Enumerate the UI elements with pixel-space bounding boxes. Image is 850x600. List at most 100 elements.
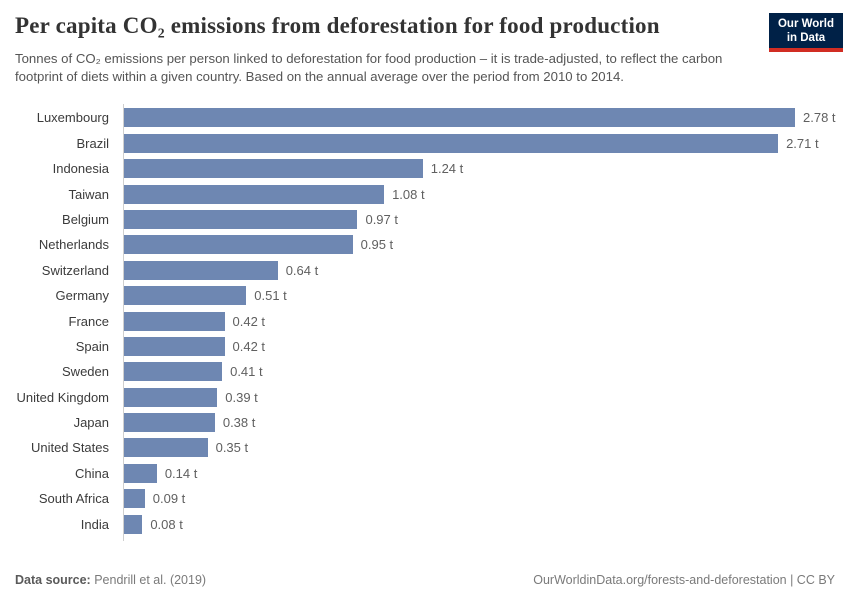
chart-row: Japan 0.38 t — [8, 410, 842, 435]
value-label: 0.14 t — [164, 465, 198, 481]
value-label: 0.42 t — [232, 338, 266, 354]
bar — [123, 362, 223, 382]
country-label: Netherlands — [38, 237, 109, 253]
bar — [123, 209, 358, 229]
bar-track: 2.78 t — [115, 105, 842, 130]
owid-url-link[interactable]: OurWorldinData.org/forests-and-deforesta… — [533, 573, 835, 587]
chart-row: Taiwan 1.08 t — [8, 181, 842, 206]
value-label: 1.24 t — [430, 161, 464, 177]
chart-row: Belgium 0.97 t — [8, 207, 842, 232]
chart-row: France 0.42 t — [8, 308, 842, 333]
bar — [123, 489, 145, 509]
country-label: China — [75, 465, 109, 481]
country-label: South Africa — [38, 491, 109, 507]
bar — [123, 413, 215, 433]
chart-row: Netherlands 0.95 t — [8, 232, 842, 257]
bar — [123, 311, 225, 331]
data-source: Data source: Pendrill et al. (2019) — [15, 573, 206, 587]
bar-track: 0.42 t — [115, 308, 842, 333]
owid-logo: Our World in Data — [769, 13, 843, 52]
bar — [123, 336, 225, 356]
country-label: France — [68, 313, 109, 329]
bar-track: 0.97 t — [115, 207, 842, 232]
chart-row: China 0.14 t — [8, 461, 842, 486]
bar — [123, 387, 218, 407]
chart-rows: Luxembourg 2.78 t Brazil 2.71 t Indonesia 1.2… — [8, 105, 842, 537]
value-label: 0.95 t — [360, 237, 394, 253]
bar — [123, 260, 278, 280]
bar — [123, 514, 143, 534]
bar-track: 0.39 t — [115, 384, 842, 409]
chart-row: United States 0.35 t — [8, 435, 842, 460]
bar-track: 0.64 t — [115, 258, 842, 283]
bar — [123, 133, 779, 153]
value-label: 2.71 t — [786, 135, 819, 151]
chart-row: Spain 0.42 t — [8, 334, 842, 359]
chart-row: Switzerland 0.64 t — [8, 258, 842, 283]
data-source-label: Data source: — [15, 573, 91, 587]
bar-track: 0.51 t — [115, 283, 842, 308]
bar-track: 2.71 t — [115, 131, 842, 156]
data-source-value: Pendrill et al. (2019) — [90, 573, 207, 587]
chart-row: Luxembourg 2.78 t — [8, 105, 842, 130]
chart-row: Sweden 0.41 t — [8, 359, 842, 384]
country-label: Taiwan — [68, 186, 109, 202]
bar — [123, 108, 795, 128]
owid-logo-line2: in Data — [786, 32, 826, 44]
value-label: 0.39 t — [225, 389, 258, 405]
country-label: United Kingdom — [16, 389, 110, 405]
country-label: Japan — [73, 415, 109, 431]
country-label: Sweden — [62, 364, 109, 380]
bar — [123, 286, 247, 306]
owid-logo-line1: Our World — [777, 18, 834, 30]
value-label: 0.08 t — [150, 516, 183, 532]
chart-row: Indonesia 1.24 t — [8, 156, 842, 181]
country-label: Germany — [55, 288, 109, 304]
y-axis-line — [123, 104, 124, 541]
bar-track: 1.24 t — [115, 156, 842, 181]
chart-row: Germany 0.51 t — [8, 283, 842, 308]
country-label: Belgium — [62, 211, 109, 227]
country-label: Spain — [75, 338, 109, 354]
bar-track: 0.95 t — [115, 232, 842, 257]
chart-row: Brazil 2.71 t — [8, 131, 842, 156]
value-label: 0.42 t — [232, 313, 266, 329]
bar-chart: Luxembourg 2.78 t Brazil 2.71 t Indonesia 1.2… — [8, 104, 842, 541]
value-label: 0.51 t — [254, 288, 287, 304]
value-label: 0.35 t — [215, 440, 249, 456]
country-label: Luxembourg — [36, 110, 109, 126]
bar-track: 0.42 t — [115, 334, 842, 359]
country-label: United States — [30, 440, 109, 456]
value-label: 0.09 t — [152, 491, 186, 507]
bar-track: 0.41 t — [115, 359, 842, 384]
bar-track: 0.38 t — [115, 410, 842, 435]
bar-track: 0.35 t — [115, 435, 842, 460]
value-label: 2.78 t — [803, 110, 836, 126]
value-label: 0.97 t — [365, 211, 398, 227]
chart-row: India 0.08 t — [8, 511, 842, 536]
chart-footer: Data source: Pendrill et al. (2019) OurW… — [8, 573, 842, 587]
chart-row: South Africa 0.09 t — [8, 486, 842, 511]
bar — [123, 159, 423, 179]
value-label: 0.64 t — [285, 262, 319, 278]
bar — [123, 184, 385, 204]
bar — [123, 235, 353, 255]
country-label: Indonesia — [52, 161, 109, 177]
country-label: Switzerland — [41, 262, 109, 278]
bar-track: 0.09 t — [115, 486, 842, 511]
country-label: Brazil — [76, 135, 109, 151]
bar — [123, 438, 208, 458]
chart-subtitle: Tonnes of CO₂ emissions per person linke… — [15, 50, 723, 84]
bar — [123, 463, 157, 483]
bar-track: 1.08 t — [115, 181, 842, 206]
value-label: 0.38 t — [222, 415, 256, 431]
chart-row: United Kingdom 0.39 t — [8, 384, 842, 409]
chart-header: Per capita CO₂ emissions from deforestat… — [8, 12, 842, 86]
bar-track: 0.08 t — [115, 511, 842, 536]
value-label: 1.08 t — [392, 186, 425, 202]
value-label: 0.41 t — [230, 364, 263, 380]
country-label: India — [80, 516, 109, 532]
chart-title: Per capita CO₂ emissions from deforestat… — [15, 13, 660, 38]
bar-track: 0.14 t — [115, 461, 842, 486]
